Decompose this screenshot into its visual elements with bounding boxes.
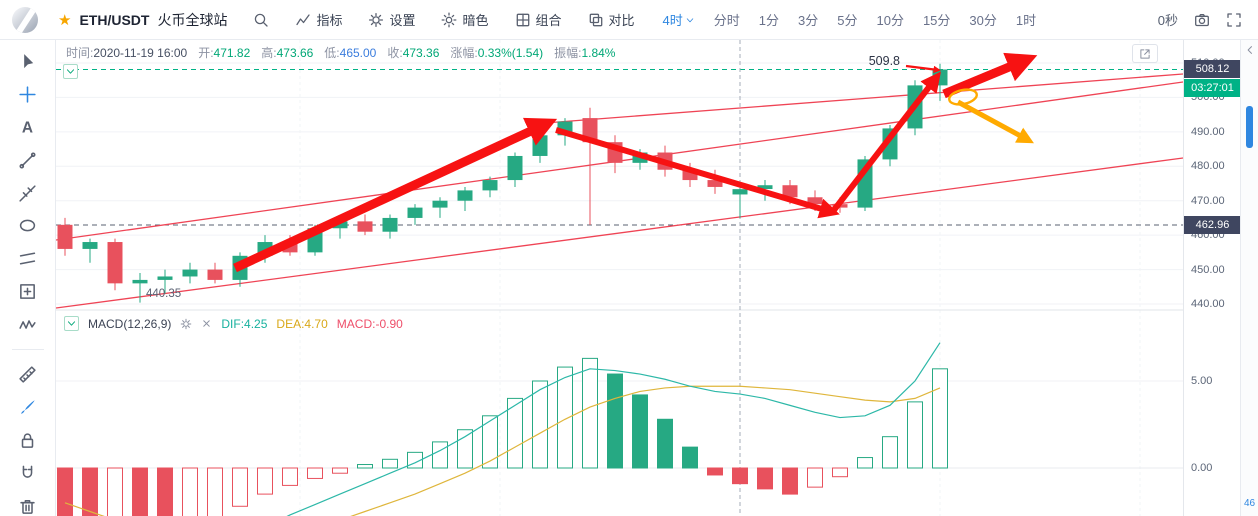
- macd-collapse-icon[interactable]: [64, 316, 79, 331]
- candle-low: 低:465.00: [324, 46, 377, 60]
- exchange-name: 火币全球站: [157, 11, 228, 28]
- toolbar-divider: [11, 349, 44, 351]
- svg-text:A: A: [22, 120, 33, 137]
- extended-line-tool[interactable]: [17, 183, 39, 203]
- candle-high: 高:473.66: [261, 46, 314, 60]
- drawing-toolbar: A: [0, 40, 56, 516]
- grid-tool[interactable]: [17, 282, 39, 302]
- timeframe-item[interactable]: 10分: [876, 13, 904, 28]
- menu-compare[interactable]: 对比: [588, 10, 635, 29]
- alert-price-badge: 462.96: [1184, 215, 1241, 234]
- parallel-lines-tool[interactable]: [17, 249, 39, 269]
- top-toolbar: ★ ETH/USDT 火币全球站 指标 设置 暗色 组合 对比 4时 分时 1分 3分 5分 10…: [0, 0, 1258, 40]
- strip-partial-label: 46: [1244, 498, 1256, 509]
- timeframe-item[interactable]: 1时: [1015, 13, 1037, 28]
- timeframe-item[interactable]: 5分: [837, 13, 858, 28]
- fullscreen-icon[interactable]: [1226, 12, 1242, 28]
- macd-axis-label: 0.00: [1191, 462, 1213, 474]
- favorite-star-icon[interactable]: ★: [58, 11, 72, 29]
- macd-axis-label: 5.00: [1191, 375, 1213, 387]
- candle-change: 涨幅:0.33%(1.54): [450, 46, 544, 60]
- swing-high-label: 509.8: [868, 54, 900, 68]
- symbol-name: ETH/USDT: [79, 11, 150, 28]
- search-icon[interactable]: [253, 12, 269, 28]
- wave-tool[interactable]: [17, 314, 39, 334]
- menu-settings-label: 设置: [389, 13, 416, 28]
- toolbar-right-group: 0秒: [1158, 10, 1246, 29]
- menu-dark-mode[interactable]: 暗色: [441, 10, 489, 29]
- macd-settings-icon[interactable]: [180, 318, 192, 330]
- ruler-tool[interactable]: [17, 365, 39, 385]
- app-logo[interactable]: [12, 6, 38, 33]
- menu-indicators[interactable]: 指标: [295, 10, 342, 29]
- candle-close: 收:473.36: [387, 46, 440, 60]
- ellipse-tool[interactable]: [17, 216, 39, 236]
- timeframe-item[interactable]: 15分: [922, 13, 951, 28]
- price-axis[interactable]: 508.12 03:27:01 462.96 510.00500.00490.0…: [1183, 40, 1241, 516]
- trash-tool[interactable]: [17, 496, 39, 516]
- trend-line-tool[interactable]: [17, 150, 39, 170]
- chart-pane: 时间:2020-11-19 16:00 开:471.82 高:473.66 低:…: [56, 40, 1183, 516]
- macd-indicator-title: MACD(12,26,9): [88, 316, 172, 331]
- collapse-main-pane-icon[interactable]: [63, 64, 78, 79]
- right-panel-strip[interactable]: 46: [1240, 40, 1258, 516]
- timeframe-item[interactable]: 分时: [713, 13, 740, 28]
- macd-macd-value: MACD:-0.90: [336, 316, 403, 331]
- timeframe-selector: 4时 分时 1分 3分 5分 10分 15分 30分 1时: [663, 10, 1037, 29]
- candle-amplitude: 振幅:1.84%: [554, 46, 616, 60]
- last-price-badge: 508.12: [1184, 60, 1241, 79]
- macd-dif-value: DIF:4.25: [221, 316, 268, 331]
- timeframe-item[interactable]: 1分: [758, 13, 780, 28]
- timeframe-item[interactable]: 3分: [798, 13, 819, 28]
- menu-compare-label: 对比: [608, 13, 635, 28]
- camera-icon[interactable]: [1194, 12, 1210, 28]
- brush-tool[interactable]: [17, 398, 39, 418]
- macd-header: MACD(12,26,9) DIF:4.25 DEA:4.70 MACD:-0.…: [64, 316, 403, 331]
- price-axis-label: 440.00: [1191, 298, 1225, 310]
- price-axis-label: 450.00: [1191, 263, 1225, 276]
- price-axis-label: 480.00: [1191, 160, 1225, 173]
- swing-low-label: 440.35: [146, 288, 182, 300]
- macd-dea-value: DEA:4.70: [276, 316, 328, 331]
- menu-dark-mode-label: 暗色: [462, 13, 489, 28]
- text-tool[interactable]: A: [17, 118, 39, 138]
- pointer-tool[interactable]: [17, 52, 39, 72]
- price-axis-label: 490.00: [1191, 125, 1225, 138]
- countdown-toggle[interactable]: 0秒: [1157, 13, 1178, 28]
- magnet-tool[interactable]: [17, 463, 39, 483]
- countdown-badge: 03:27:01: [1184, 79, 1241, 98]
- scrollbar-thumb[interactable]: [1246, 106, 1253, 148]
- timeframe-item[interactable]: 4时: [663, 10, 695, 29]
- timeframe-item[interactable]: 30分: [969, 13, 997, 28]
- expand-panel-icon[interactable]: [1241, 40, 1258, 56]
- toolbar-menu: 指标 设置 暗色 组合 对比: [295, 10, 635, 29]
- lock-tool[interactable]: [17, 431, 39, 451]
- chart-canvas[interactable]: [56, 40, 1183, 516]
- crosshair-tool[interactable]: [17, 85, 39, 105]
- popout-chart-icon[interactable]: [1132, 44, 1158, 63]
- menu-layouts[interactable]: 组合: [515, 10, 562, 29]
- ohlc-info-bar: 时间:2020-11-19 16:00 开:471.82 高:473.66 低:…: [66, 44, 615, 61]
- candle-time: 时间:2020-11-19 16:00: [66, 46, 188, 60]
- candle-open: 开:471.82: [198, 46, 251, 60]
- menu-indicators-label: 指标: [316, 13, 343, 28]
- menu-settings[interactable]: 设置: [368, 10, 415, 29]
- menu-layouts-label: 组合: [535, 13, 562, 28]
- price-axis-label: 470.00: [1191, 194, 1225, 207]
- macd-close-icon[interactable]: [201, 318, 212, 329]
